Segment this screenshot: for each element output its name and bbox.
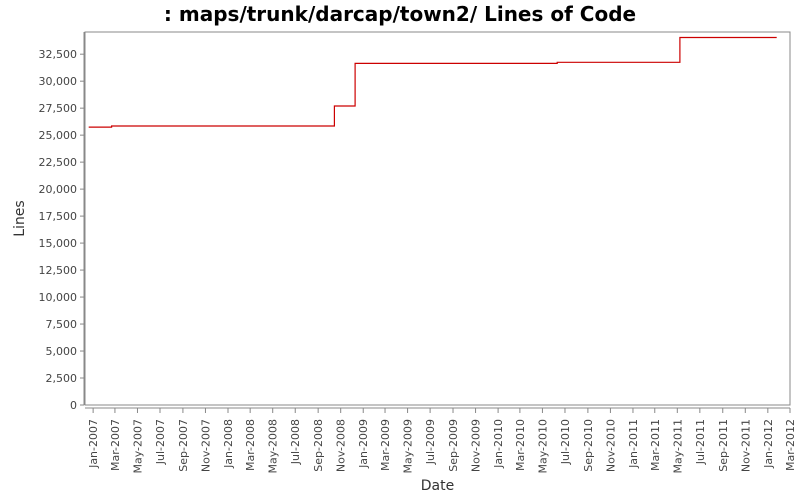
plot-area xyxy=(84,31,791,406)
y-tick-label: 27,500 xyxy=(39,102,78,115)
x-tick-label: Nov-2008 xyxy=(335,419,348,472)
x-tick-label: May-2009 xyxy=(402,419,415,474)
x-tick-label: Jan-2011 xyxy=(627,419,640,469)
y-tick-label: 15,000 xyxy=(39,237,78,250)
chart-title: : maps/trunk/darcap/town2/ Lines of Code xyxy=(164,2,636,26)
y-tick-label: 30,000 xyxy=(39,75,78,88)
x-tick-label: Sep-2008 xyxy=(312,419,325,472)
y-tick-label: 5,000 xyxy=(46,345,78,358)
x-tick-label: May-2011 xyxy=(671,419,684,474)
x-tick-label: Sep-2011 xyxy=(717,419,730,472)
x-tick-label: Mar-2009 xyxy=(379,419,392,471)
y-axis: 0 2,500 5,000 7,500 10,000 12,500 15,000 17,500… xyxy=(39,32,85,412)
series-line xyxy=(88,36,777,128)
y-tick-label: 32,500 xyxy=(39,48,78,61)
x-tick-label: Jul-2009 xyxy=(424,419,437,465)
x-tick-label: Mar-2011 xyxy=(649,419,662,471)
x-tick-label: Nov-2009 xyxy=(470,419,483,472)
x-tick-label: Nov-2011 xyxy=(739,419,752,472)
x-tick-label: Jul-2010 xyxy=(559,419,572,465)
x-tick-label: Nov-2007 xyxy=(199,419,212,472)
x-tick-label: Jan-2007 xyxy=(87,419,100,469)
y-axis-label: Lines xyxy=(12,200,28,236)
x-tick-label: Jan-2009 xyxy=(357,419,370,469)
x-tick-label: May-2010 xyxy=(536,419,549,474)
y-tick-label: 22,500 xyxy=(39,156,78,169)
y-tick-label: 0 xyxy=(70,399,77,412)
x-tick-label: May-2007 xyxy=(131,419,144,474)
x-tick-label: May-2008 xyxy=(267,419,280,474)
y-tick-label: 2,500 xyxy=(46,372,78,385)
x-tick-label: Jan-2012 xyxy=(762,419,775,469)
x-tick-label: Mar-2012 xyxy=(784,419,797,471)
x-tick-label: Sep-2010 xyxy=(582,419,595,472)
x-tick-label: Jul-2007 xyxy=(154,419,167,465)
y-tick-label: 20,000 xyxy=(39,183,78,196)
x-tick-label: Jul-2008 xyxy=(289,419,302,465)
x-tick-label: Sep-2009 xyxy=(447,419,460,472)
x-tick-label: Jan-2010 xyxy=(492,419,505,469)
x-axis-label: Date xyxy=(421,478,454,494)
y-tick-label: 10,000 xyxy=(39,291,78,304)
x-tick-label: Mar-2007 xyxy=(109,419,122,471)
x-tick-label: Nov-2010 xyxy=(604,419,617,472)
x-tick-label: Mar-2010 xyxy=(514,419,527,471)
x-tick-label: Jan-2008 xyxy=(222,419,235,469)
y-tick-label: 7,500 xyxy=(46,318,78,331)
y-tick-label: 25,000 xyxy=(39,129,78,142)
x-axis: Jan-2007 Mar-2007 May-2007 Jul-2007 Sep-2007… xyxy=(85,407,797,474)
x-tick-label: Jul-2011 xyxy=(694,419,707,465)
series-group xyxy=(88,36,777,128)
x-tick-label: Sep-2007 xyxy=(177,419,190,472)
y-tick-label: 17,500 xyxy=(39,210,78,223)
x-tick-label: Mar-2008 xyxy=(244,419,257,471)
y-tick-label: 12,500 xyxy=(39,264,78,277)
